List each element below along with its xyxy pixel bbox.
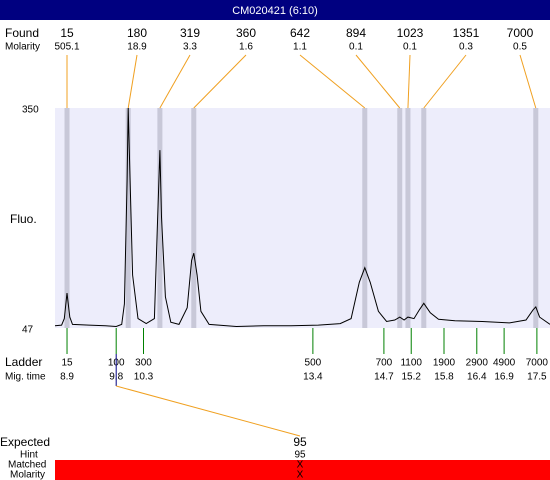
peak-size: 1023 xyxy=(397,26,424,40)
ladder-time: 15.2 xyxy=(401,372,421,383)
peak-band xyxy=(157,108,163,328)
peak-size: 894 xyxy=(346,26,366,40)
mig-time-label: Mig. time xyxy=(5,372,46,383)
ladder-time: 15.8 xyxy=(434,372,454,383)
plot-area xyxy=(55,108,550,328)
title-bar xyxy=(0,0,550,20)
expected-molarity-value: X xyxy=(297,470,304,480)
peak-size: 319 xyxy=(180,26,200,40)
peak-connector xyxy=(299,54,366,109)
peak-band xyxy=(397,108,403,328)
title: CM020421 (6:10) xyxy=(232,5,318,17)
peak-size: 1351 xyxy=(453,26,480,40)
ladder-label: Ladder xyxy=(5,355,42,369)
ladder-size: 1900 xyxy=(433,358,456,369)
peak-molarity: 0.1 xyxy=(349,42,363,53)
peak-molarity: 0.1 xyxy=(403,42,417,53)
ladder-time: 16.4 xyxy=(467,372,487,383)
expected-molarity-label: Molarity xyxy=(10,470,45,480)
ladder-size: 1100 xyxy=(400,358,422,369)
ladder-size: 300 xyxy=(135,358,152,369)
peak-connector xyxy=(355,54,401,109)
molarity-label: Molarity xyxy=(5,42,40,53)
ladder-size: 4900 xyxy=(493,358,516,369)
peak-band xyxy=(405,108,411,328)
ladder-time: 14.7 xyxy=(374,372,394,383)
trace-line xyxy=(54,107,550,328)
peak-size: 15 xyxy=(60,26,74,40)
y-tick-label: 350 xyxy=(22,105,39,116)
ladder-time: 13.4 xyxy=(303,372,323,383)
peak-band xyxy=(64,108,70,328)
ladder-time: 16.9 xyxy=(494,372,514,383)
peak-band xyxy=(533,108,539,328)
y-tick-label: 47 xyxy=(22,325,34,336)
expected-connector xyxy=(116,385,301,437)
expected-label: Expected xyxy=(0,435,50,449)
peak-connector xyxy=(423,54,467,109)
ladder-time: 10.3 xyxy=(134,372,154,383)
peak-size: 7000 xyxy=(507,26,534,40)
peak-molarity: 3.3 xyxy=(183,42,197,53)
peak-size: 360 xyxy=(236,26,256,40)
expected-value: 95 xyxy=(293,435,307,449)
peak-molarity: 18.9 xyxy=(127,42,147,53)
peak-band xyxy=(362,108,368,328)
ladder-time: 8.9 xyxy=(60,372,74,383)
peak-size: 180 xyxy=(127,26,147,40)
peak-molarity: 0.5 xyxy=(513,42,527,53)
peak-band xyxy=(191,108,197,328)
ladder-size: 7000 xyxy=(526,358,549,369)
peak-molarity: 0.3 xyxy=(459,42,473,53)
peak-molarity: 1.1 xyxy=(293,42,307,53)
peak-connector xyxy=(407,54,411,109)
peak-size: 642 xyxy=(290,26,310,40)
peak-connector xyxy=(159,54,191,109)
peak-band xyxy=(421,108,427,328)
matched-value: X xyxy=(297,460,304,471)
ladder-time: 17.5 xyxy=(527,372,547,383)
ladder-size: 2900 xyxy=(466,358,489,369)
peak-band xyxy=(125,108,131,328)
peak-connector xyxy=(127,54,138,109)
ladder-size: 700 xyxy=(376,358,393,369)
y-axis-label: Fluo. xyxy=(10,212,37,226)
peak-molarity: 1.6 xyxy=(239,42,253,53)
ladder-size: 500 xyxy=(305,358,322,369)
peak-connector xyxy=(193,54,247,109)
found-label: Found xyxy=(5,26,39,40)
peak-molarity: 505.1 xyxy=(54,42,79,53)
ladder-size: 15 xyxy=(61,358,73,369)
matched-bar xyxy=(55,460,550,480)
peak-connector xyxy=(519,54,537,109)
hint-label: Hint xyxy=(20,450,38,461)
matched-label: Matched xyxy=(8,460,46,471)
hint-value: 95 xyxy=(294,450,306,461)
